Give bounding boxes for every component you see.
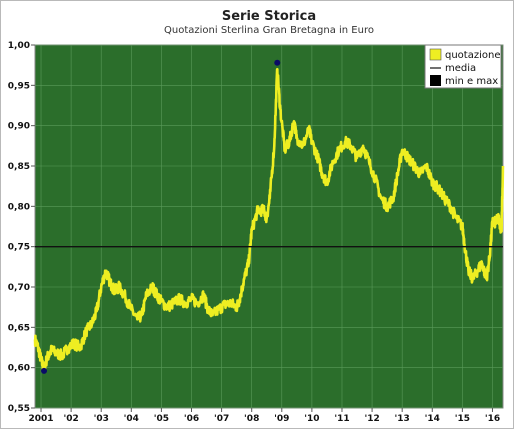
x-tick-label: '08 xyxy=(244,414,259,424)
x-tick-label: '16 xyxy=(485,414,500,424)
y-tick-label: 0,55 xyxy=(8,404,30,414)
x-tick-label: '02 xyxy=(63,414,78,424)
x-tick-label: '03 xyxy=(94,414,109,424)
legend-label-min-max: min e max xyxy=(445,76,498,87)
legend-label-media: media xyxy=(445,63,476,74)
marker-min xyxy=(41,367,48,374)
x-tick-label: '06 xyxy=(184,414,199,424)
y-tick-label: 0,85 xyxy=(8,162,30,172)
y-tick-label: 0,60 xyxy=(8,364,30,374)
x-tick-label: '11 xyxy=(334,414,349,424)
x-tick-label: '15 xyxy=(455,414,470,424)
legend-label-quotazione: quotazione xyxy=(445,50,501,61)
legend: quotazione media min e max xyxy=(424,44,502,89)
x-tick-label: '12 xyxy=(364,414,379,424)
y-tick-label: 0,95 xyxy=(8,81,30,91)
chart-title: Serie Storica xyxy=(222,9,316,24)
y-axis-ticks: 1,00 0,95 0,90 0,85 0,80 0,75 0,70 0,65 0,60 0,55 xyxy=(8,41,35,414)
series-layer xyxy=(33,67,505,373)
y-tick-label: 0,80 xyxy=(8,202,30,212)
series-quotazione xyxy=(33,67,505,373)
y-tick-label: 0,70 xyxy=(8,283,30,293)
x-tick-label: '10 xyxy=(304,414,319,424)
x-tick-label: 2001 xyxy=(28,414,53,424)
legend-swatch-min-max xyxy=(430,75,441,86)
y-tick-label: 0,65 xyxy=(8,323,30,333)
x-axis-ticks: 2001 '02 '03 '04 '05 '06 '07 '08 '09 '10 '11 '12 '13… xyxy=(28,408,500,424)
x-tick-label: '07 xyxy=(214,414,229,424)
x-tick-label: '04 xyxy=(124,414,139,424)
x-tick-label: '09 xyxy=(274,414,289,424)
y-tick-label: 0,75 xyxy=(8,243,30,253)
x-tick-label: '05 xyxy=(154,414,169,424)
min-max-markers xyxy=(41,59,281,374)
x-tick-label: '13 xyxy=(395,414,410,424)
x-tick-label: '14 xyxy=(425,414,440,424)
chart-subtitle: Quotazioni Sterlina Gran Bretagna in Eur… xyxy=(164,25,374,36)
y-tick-label: 1,00 xyxy=(8,41,30,51)
plot-background xyxy=(34,44,504,409)
legend-swatch-quotazione xyxy=(429,48,442,61)
y-tick-label: 0,90 xyxy=(8,122,30,132)
marker-max xyxy=(274,59,281,66)
